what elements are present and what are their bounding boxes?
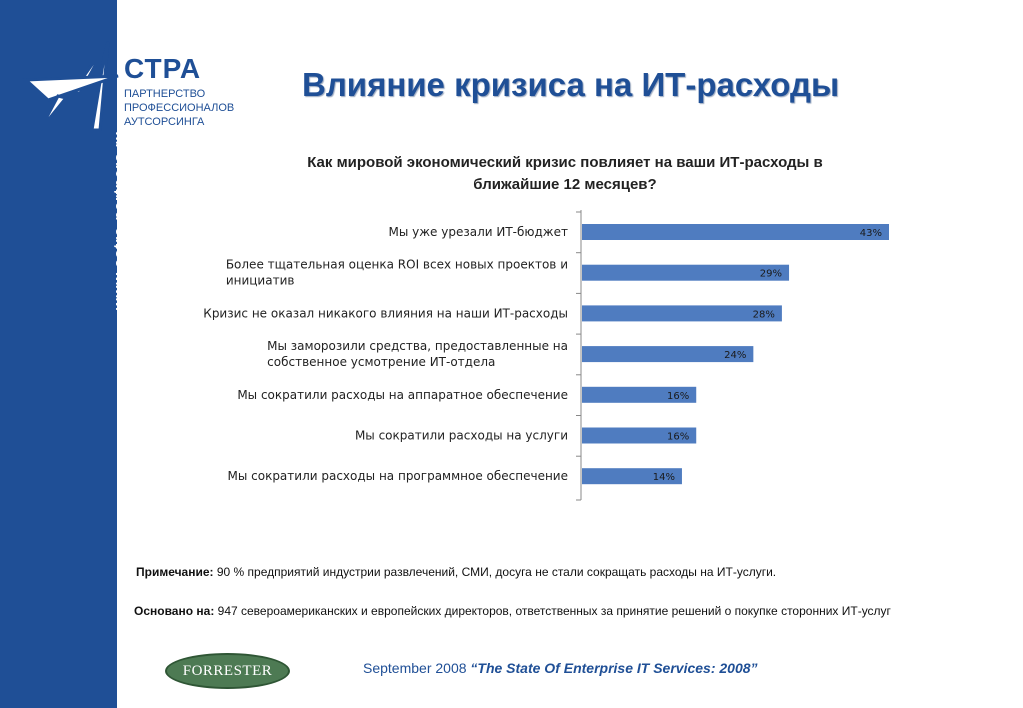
- basis-label: Основано на:: [134, 604, 215, 618]
- category-label: Мы сократили расходы на услуги: [355, 429, 568, 443]
- astra-logo-icon: [22, 41, 119, 132]
- chart-title: Как мировой экономический кризис повлияе…: [307, 154, 823, 193]
- data-label: 14%: [653, 472, 675, 483]
- bar: [582, 224, 889, 240]
- bar: [582, 468, 682, 485]
- category-label: Мы заморозили средства, предоставленные …: [267, 339, 568, 369]
- bar: [582, 427, 697, 444]
- brand-name: СТРА: [124, 53, 202, 84]
- data-label: 16%: [667, 391, 689, 402]
- data-label: 43%: [860, 228, 882, 239]
- source-citation: September 2008 “The State Of Enterprise …: [363, 660, 758, 676]
- forrester-logo-text: FORRESTER: [182, 662, 273, 679]
- bar: [582, 346, 754, 363]
- data-label: 24%: [724, 350, 746, 361]
- category-label: Мы сократили расходы на аппаратное обесп…: [237, 388, 568, 402]
- bar: [582, 386, 697, 403]
- bar: [582, 305, 782, 322]
- note-label: Примечание:: [136, 565, 214, 579]
- data-label: 29%: [760, 269, 782, 280]
- category-label: Мы уже урезали ИТ-бюджет: [389, 225, 569, 239]
- page-title: Влияние кризиса на ИТ-расходы: [302, 66, 840, 103]
- forrester-logo: FORRESTER: [165, 653, 290, 689]
- brand-subtitle: ПАРТНЕРСТВО ПРОФЕССИОНАЛОВ АУТСОРСИНГА: [124, 87, 264, 129]
- data-label: 16%: [667, 432, 689, 443]
- source-title: “The State Of Enterprise IT Services: 20…: [470, 660, 758, 676]
- bar: [582, 264, 790, 281]
- category-label: Мы сократили расходы на программное обес…: [227, 469, 568, 483]
- category-label: Более тщательная оценка ROI всех новых п…: [226, 258, 568, 288]
- basis-text: 947 североамериканских и европейских дир…: [214, 604, 891, 618]
- brand-subtitle-line: АУТСОРСИНГА: [124, 116, 205, 128]
- note-text: 90 % предприятий индустрии развлечений, …: [213, 565, 777, 579]
- source-date: September 2008: [363, 660, 471, 676]
- brand-subtitle-line: ПАРТНЕРСТВО: [124, 88, 206, 100]
- brand-subtitle-line: ПРОФЕССИОНАЛОВ: [124, 102, 235, 114]
- category-label: Кризис не оказал никакого влияния на наш…: [203, 306, 568, 320]
- basis: Основано на: 947 североамериканских и ев…: [134, 604, 891, 618]
- note: Примечание: 90 % предприятий индустрии р…: [136, 565, 776, 579]
- data-label: 28%: [753, 309, 775, 320]
